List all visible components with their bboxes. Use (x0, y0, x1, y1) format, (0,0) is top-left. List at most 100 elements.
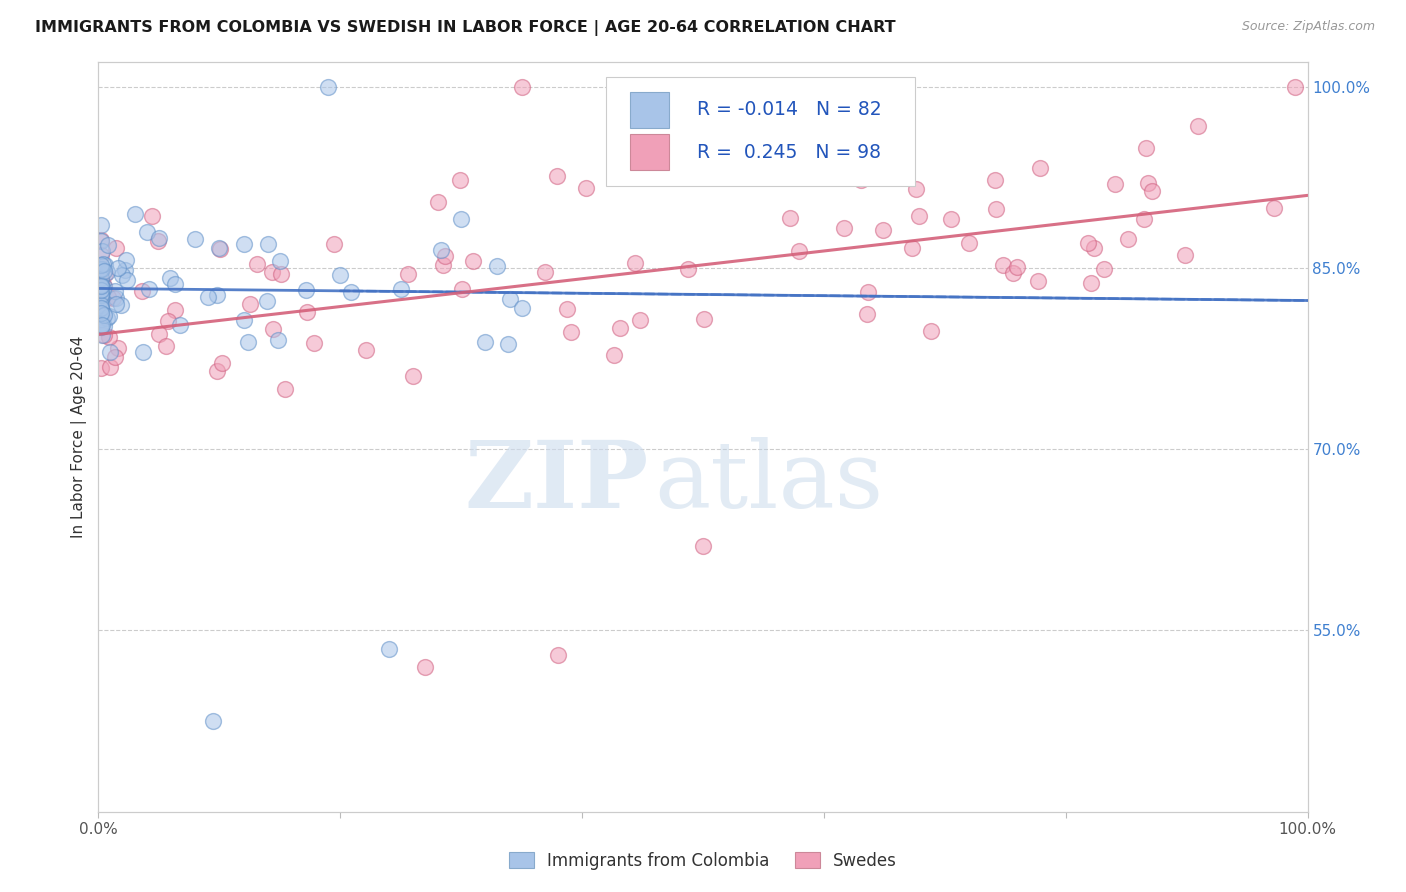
Point (93, 318, 115, 333)
Point (813, 158, 835, 172)
Point (239, 297, 262, 311)
Point (267, 334, 290, 348)
Point (957, 236, 980, 251)
Point (155, 339, 177, 353)
Point (905, 182, 928, 196)
Point (377, 641, 399, 656)
Point (97, 237, 120, 252)
Point (90, 306, 112, 320)
Point (205, 287, 228, 301)
Point (609, 321, 631, 335)
Point (269, 254, 291, 268)
Point (631, 79, 654, 94)
Point (256, 294, 278, 309)
Point (165, 302, 187, 317)
Point (262, 265, 284, 279)
Point (496, 336, 519, 351)
FancyBboxPatch shape (606, 78, 915, 186)
Point (115, 253, 138, 268)
Point (101, 291, 124, 305)
Point (148, 326, 170, 341)
Point (90, 218, 112, 232)
Point (107, 341, 129, 355)
Point (340, 285, 363, 299)
Point (1136, 176, 1159, 190)
Point (834, 221, 856, 235)
Point (90, 300, 112, 314)
Point (96, 311, 118, 326)
Point (141, 210, 163, 224)
Point (90, 262, 112, 277)
Point (232, 313, 254, 327)
Point (1026, 274, 1049, 288)
Point (90, 317, 112, 331)
Point (939, 212, 962, 227)
Point (295, 283, 318, 297)
Point (111, 268, 134, 282)
Point (993, 258, 1015, 272)
Point (159, 271, 181, 285)
FancyBboxPatch shape (630, 135, 669, 170)
Point (90, 248, 112, 262)
Point (90, 286, 112, 301)
Point (90, 277, 112, 292)
Point (138, 282, 160, 296)
Point (197, 290, 219, 304)
Point (90, 288, 112, 302)
Point (98, 345, 121, 359)
Point (450, 281, 472, 295)
Point (104, 297, 127, 311)
Point (304, 335, 326, 350)
Point (450, 211, 472, 226)
Point (156, 314, 179, 328)
Point (1132, 212, 1154, 227)
Point (93, 280, 115, 294)
Point (624, 256, 647, 270)
Text: IMMIGRANTS FROM COLOMBIA VS SWEDISH IN LABOR FORCE | AGE 20-64 CORRELATION CHART: IMMIGRANTS FROM COLOMBIA VS SWEDISH IN L… (35, 20, 896, 36)
Point (104, 285, 127, 299)
Point (1135, 141, 1157, 155)
Text: atlas: atlas (655, 437, 884, 527)
Point (91, 262, 114, 277)
Point (90, 274, 112, 288)
Point (920, 324, 942, 338)
Point (90, 293, 112, 307)
Point (1174, 248, 1197, 262)
Point (1028, 161, 1050, 175)
Point (1284, 79, 1306, 94)
Text: Source: ZipAtlas.com: Source: ZipAtlas.com (1241, 20, 1375, 33)
Point (90, 283, 112, 297)
Point (91, 244, 114, 259)
Point (90, 280, 112, 294)
Point (97, 330, 120, 344)
Point (90, 286, 112, 301)
Point (1092, 262, 1115, 277)
Point (603, 347, 626, 361)
Point (1077, 235, 1099, 250)
Point (110, 298, 132, 312)
Point (1104, 177, 1126, 191)
Point (114, 263, 136, 277)
Point (316, 79, 339, 94)
Point (474, 334, 496, 349)
Point (297, 305, 319, 319)
Point (322, 236, 344, 251)
Point (93, 259, 115, 273)
Point (236, 335, 259, 350)
Point (752, 79, 775, 94)
Point (856, 307, 879, 321)
Point (270, 267, 292, 281)
Point (555, 301, 578, 316)
Point (90, 302, 112, 317)
Point (1002, 266, 1025, 280)
Point (93, 327, 115, 342)
Point (90, 271, 112, 285)
Point (872, 223, 894, 237)
Point (90, 262, 112, 277)
Point (779, 211, 801, 225)
Point (356, 343, 378, 357)
Point (103, 350, 125, 364)
Point (90, 292, 112, 306)
Point (426, 195, 449, 210)
Point (1007, 260, 1029, 274)
